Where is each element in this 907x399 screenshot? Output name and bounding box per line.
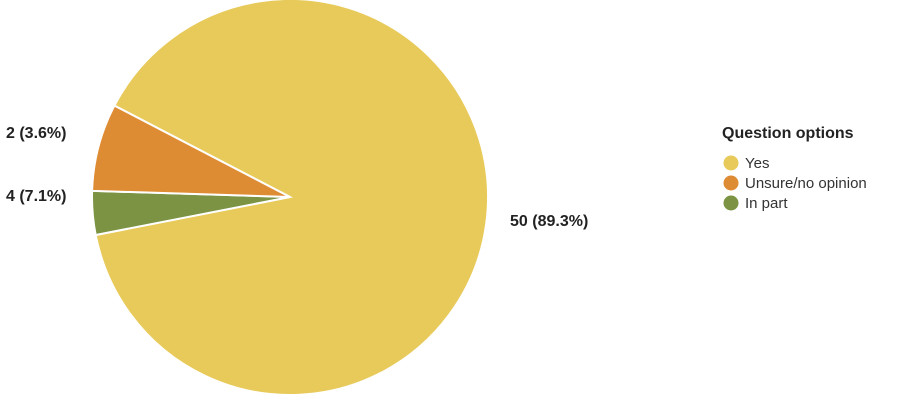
legend-swatch-in-part xyxy=(723,195,739,211)
legend-items: Yes Unsure/no opinion In part xyxy=(723,155,867,212)
pie-slice-yes xyxy=(94,0,490,396)
legend-label-yes: Yes xyxy=(745,155,769,172)
legend-label-in-part: In part xyxy=(745,195,788,212)
pie-slice-unsure-no-opinion xyxy=(91,104,291,198)
legend-swatch-unsure-no-opinion xyxy=(723,175,739,191)
slice-label-yes: 50 (89.3%) xyxy=(510,213,588,230)
slice-label-unsure-no-opinion: 4 (7.1%) xyxy=(6,188,66,205)
legend-swatch-yes xyxy=(723,155,739,171)
legend-label-unsure-no-opinion: Unsure/no opinion xyxy=(745,175,867,192)
pie-slices xyxy=(91,0,490,396)
legend-title: Question options xyxy=(722,125,854,142)
pie-slice-labels: 50 (89.3%) 2 (3.6%) 4 (7.1%) xyxy=(6,125,588,230)
slice-label-in-part: 2 (3.6%) xyxy=(6,125,66,142)
legend: Question options Yes Unsure/no opinion In … xyxy=(722,125,867,212)
